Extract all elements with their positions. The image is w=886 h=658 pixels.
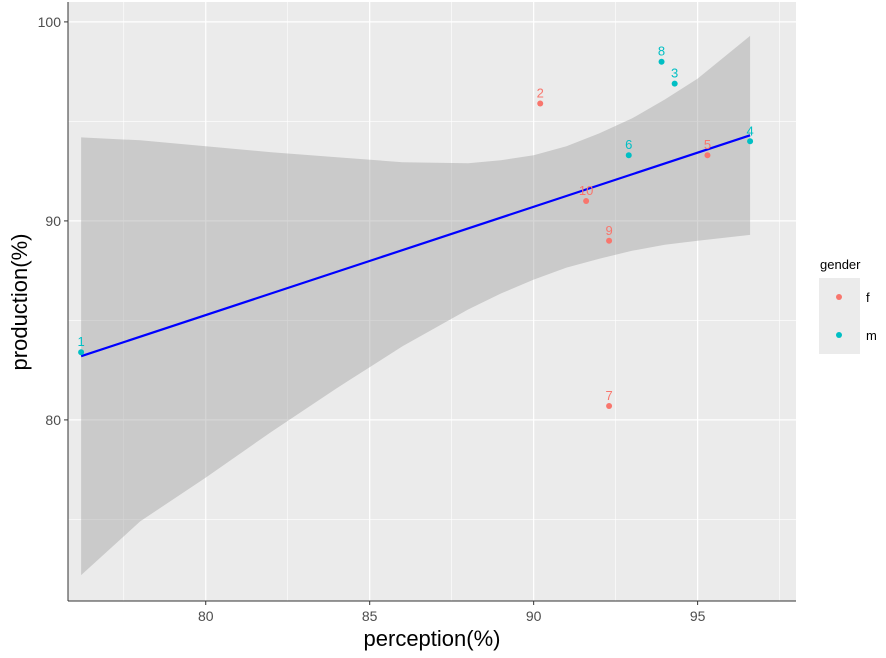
- x-tick-label: 90: [526, 608, 542, 624]
- point-m-3: [671, 80, 678, 87]
- legend-key-m: [836, 332, 842, 338]
- point-label-7: 7: [605, 388, 612, 403]
- point-f-2: [537, 100, 544, 107]
- trend-line: [80, 134, 751, 358]
- y-tick-label: 90: [45, 213, 61, 229]
- y-tick-label: 80: [45, 412, 61, 428]
- point-label-10: 10: [579, 183, 593, 198]
- legend-label-f: f: [866, 290, 870, 305]
- point-label-4: 4: [746, 123, 753, 138]
- legend-key-f: [836, 294, 842, 300]
- x-axis-title: perception(%): [364, 626, 501, 651]
- plot-panel: [68, 2, 796, 601]
- x-tick-label: 85: [362, 608, 378, 624]
- y-tick-label: 100: [38, 14, 62, 30]
- point-label-3: 3: [671, 66, 678, 81]
- point-f-9: [606, 237, 613, 244]
- axes: [67, 2, 796, 602]
- legend: gender f m: [819, 257, 877, 354]
- regression-line: [80, 134, 751, 358]
- data-points: 2 5 7 9 10 1 3 4 6 8: [77, 44, 754, 409]
- x-tick-label: 80: [198, 608, 214, 624]
- y-axis-title: production(%): [7, 234, 32, 371]
- point-label-9: 9: [605, 223, 612, 238]
- point-m-8: [658, 58, 665, 65]
- point-label-8: 8: [658, 44, 665, 59]
- point-label-5: 5: [704, 137, 711, 152]
- x-tick-label: 95: [690, 608, 706, 624]
- minor-gridlines: [68, 2, 796, 601]
- point-m-1: [78, 349, 85, 356]
- x-axis-ticks: 80 85 90 95: [198, 601, 706, 624]
- point-f-10: [583, 198, 590, 205]
- confidence-band-area: [81, 35, 751, 576]
- legend-key-background: [819, 278, 860, 354]
- legend-label-m: m: [866, 328, 877, 343]
- point-f-7: [606, 402, 613, 409]
- point-label-2: 2: [537, 85, 544, 100]
- point-label-6: 6: [625, 137, 632, 152]
- confidence-band: [81, 35, 751, 576]
- point-f-5: [704, 152, 711, 159]
- point-m-6: [625, 152, 632, 159]
- y-axis-ticks: 80 90 100: [38, 14, 68, 428]
- point-label-1: 1: [77, 334, 84, 349]
- major-gridlines: [68, 2, 796, 601]
- legend-title: gender: [820, 257, 861, 272]
- point-m-4: [747, 138, 754, 145]
